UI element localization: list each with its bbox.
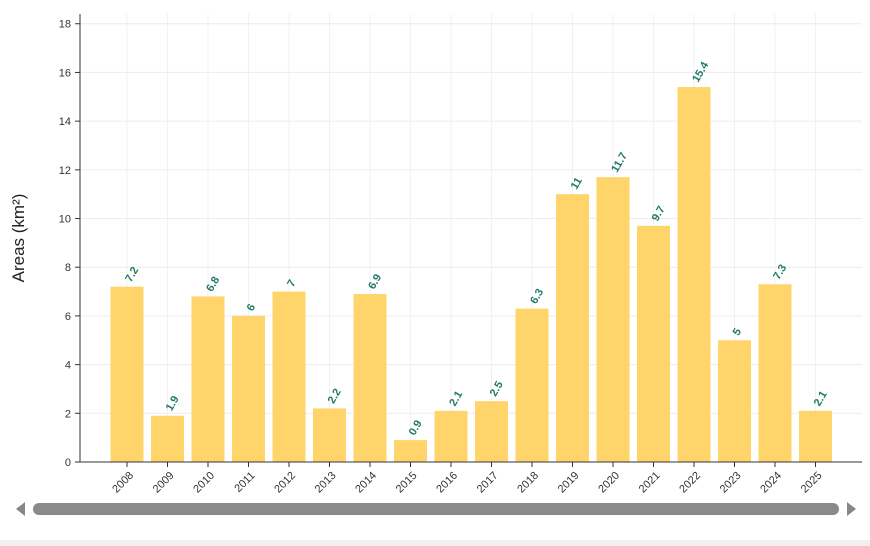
bar (394, 440, 427, 462)
data-label: 7.2 (123, 265, 141, 284)
bar (272, 291, 306, 462)
data-label: 2.2 (326, 387, 344, 406)
x-tick-label: 2014 (353, 470, 379, 496)
y-axis-label: Areas (km²) (9, 194, 28, 283)
x-tick-label: 2021 (637, 470, 663, 496)
bar (353, 294, 387, 462)
data-label: 6.9 (366, 272, 384, 291)
bar (637, 225, 670, 462)
data-label: 11.7 (609, 151, 630, 175)
data-label: 6 (245, 302, 258, 313)
x-tick-label: 2012 (272, 470, 298, 496)
data-label: 0.9 (407, 418, 425, 437)
x-tick-label: 2017 (475, 470, 501, 496)
x-tick-label: 2023 (718, 470, 744, 496)
horizontal-scrollbar[interactable] (0, 496, 870, 522)
y-tick-label: 0 (65, 457, 71, 469)
data-label: 6.3 (528, 287, 546, 306)
bar (110, 286, 144, 462)
bar (596, 177, 630, 462)
bar (313, 408, 346, 462)
x-tick-label: 2018 (515, 470, 541, 496)
data-label: 11 (569, 176, 585, 192)
data-label: 2.1 (812, 389, 830, 408)
scroll-right-arrow-icon[interactable] (847, 502, 856, 516)
scroll-thumb[interactable] (33, 503, 839, 515)
bar (191, 296, 225, 462)
bars (110, 87, 832, 462)
y-tick-label: 12 (59, 165, 71, 177)
x-tick-label: 2019 (556, 470, 582, 496)
y-tick-label: 18 (59, 19, 71, 31)
x-tick-label: 2008 (110, 470, 136, 496)
x-tick-label: 2011 (232, 470, 257, 495)
y-tick-label: 6 (65, 311, 71, 323)
data-label: 6.8 (204, 275, 222, 294)
bar (151, 415, 184, 462)
bar-chart: 7.2 1.9 6.8 6 7 2.2 6.9 0.9 2.1 2.5 6.3 11 11.7 9.7 15… (9, 14, 862, 496)
bottom-divider (0, 540, 870, 546)
x-tick-label: 2022 (677, 470, 703, 496)
data-label: 2.5 (488, 379, 506, 398)
bar (718, 340, 751, 462)
scroll-left-arrow-icon[interactable] (16, 502, 25, 516)
data-label: 15.4 (690, 59, 712, 84)
bar (232, 315, 265, 462)
y-tick-label: 8 (65, 262, 71, 274)
bar (434, 410, 468, 462)
bar (758, 284, 792, 462)
data-label: 7.3 (771, 263, 789, 282)
x-tick-label: 2015 (394, 470, 420, 496)
y-tick-label: 10 (59, 214, 71, 226)
bar (799, 410, 832, 462)
y-tick-label: 14 (59, 116, 71, 128)
y-tick-label: 16 (59, 67, 71, 79)
data-label: 9.7 (650, 204, 668, 223)
x-tick-label: 2010 (191, 470, 217, 496)
x-tick-label: 2025 (799, 470, 825, 496)
y-tick-label: 2 (65, 408, 71, 420)
x-tick-label: 2016 (434, 470, 460, 496)
data-label: 2.1 (447, 389, 465, 408)
y-tick-label: 4 (65, 360, 71, 372)
bar (556, 194, 589, 462)
x-tick-label: 2024 (758, 470, 784, 496)
x-tick-label: 2013 (313, 470, 339, 496)
bar (515, 308, 549, 462)
data-label: 1.9 (164, 394, 182, 413)
bar (475, 401, 508, 462)
data-label: 7 (285, 278, 298, 289)
x-tick-label: 2020 (596, 470, 622, 496)
x-tick-label: 2009 (151, 470, 177, 496)
bar (677, 87, 711, 462)
data-label: 5 (731, 326, 744, 337)
